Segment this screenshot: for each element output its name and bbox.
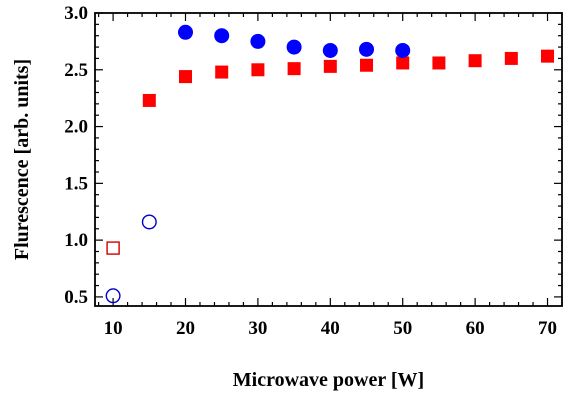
x-tick-label: 60 xyxy=(466,318,485,339)
data-point xyxy=(395,42,411,58)
data-point xyxy=(141,214,157,230)
data-point xyxy=(287,62,301,76)
y-tick-label: 0.5 xyxy=(64,287,88,308)
data-point xyxy=(468,54,482,68)
y-tick-label: 2.0 xyxy=(64,117,88,138)
x-tick-label: 50 xyxy=(393,318,412,339)
data-point xyxy=(504,51,518,65)
plot-border xyxy=(94,12,563,307)
data-point xyxy=(215,65,229,79)
data-point xyxy=(106,241,120,255)
y-tick-label: 1.0 xyxy=(64,230,88,251)
x-tick-label: 70 xyxy=(538,318,557,339)
data-point xyxy=(105,288,121,304)
data-points xyxy=(105,24,555,304)
data-point xyxy=(322,42,338,58)
y-tick-label: 1.5 xyxy=(64,173,88,194)
x-tick-label: 40 xyxy=(321,318,340,339)
y-axis-label: Flurescence [arb. units] xyxy=(11,59,33,260)
axis-ticks xyxy=(95,12,563,306)
tick-labels: 10 20 30 40 50 60 70 0.5 1.0 1.5 2.0 2.5 3.0 xyxy=(64,3,557,339)
x-axis-label: Microwave power [W] xyxy=(233,369,424,391)
data-point xyxy=(178,24,194,40)
x-tick-label: 20 xyxy=(176,318,195,339)
data-point xyxy=(432,56,446,70)
data-point xyxy=(360,58,374,72)
data-point xyxy=(251,63,265,77)
data-point xyxy=(323,59,337,73)
data-point xyxy=(179,70,193,84)
data-point xyxy=(286,39,302,55)
data-point xyxy=(359,41,375,57)
data-point xyxy=(250,33,266,49)
x-tick-label: 10 xyxy=(104,318,123,339)
plot-frame xyxy=(94,12,563,307)
data-point xyxy=(142,93,156,107)
data-point xyxy=(541,49,555,63)
x-tick-label: 30 xyxy=(248,318,267,339)
data-point xyxy=(214,28,230,44)
y-tick-label: 3.0 xyxy=(64,3,88,24)
data-point xyxy=(396,56,410,70)
y-tick-label: 2.5 xyxy=(64,60,88,81)
